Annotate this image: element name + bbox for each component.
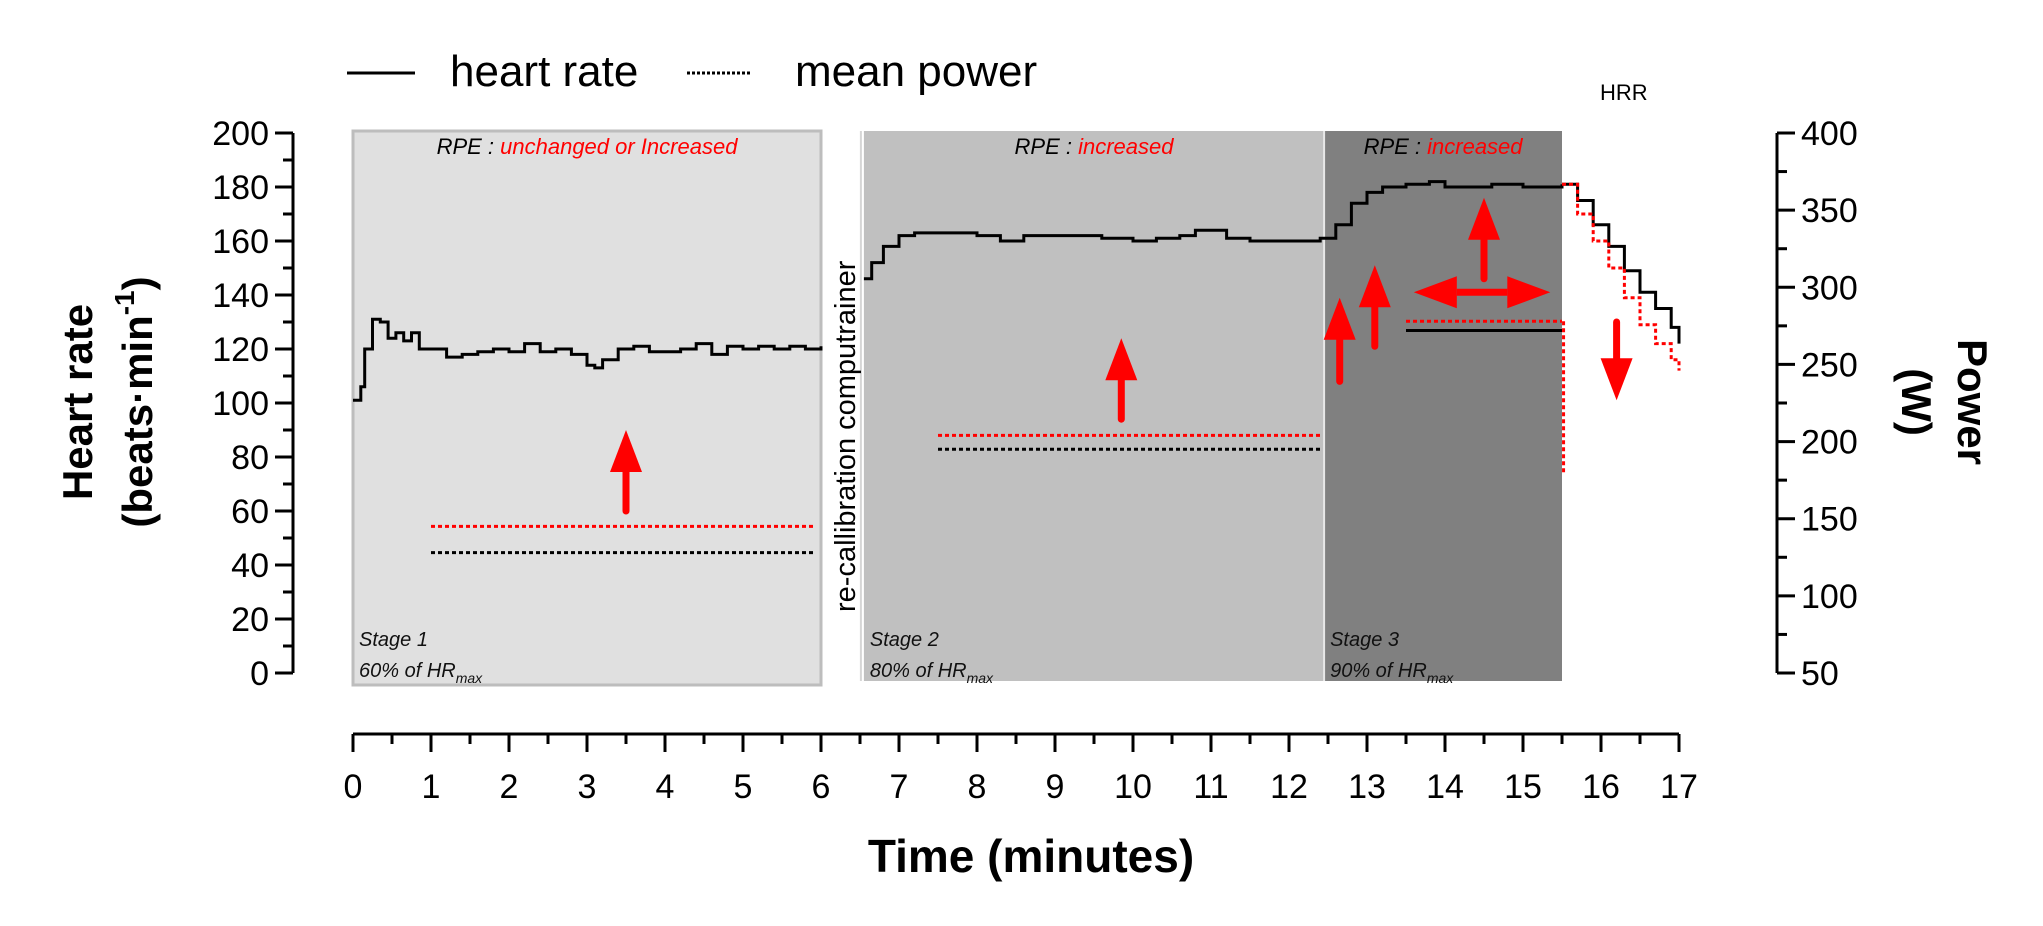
rpe-prefix: RPE : xyxy=(437,134,501,159)
left-axis-title: Heart rate (beats·min-1) xyxy=(54,276,161,527)
left-tick-label: 140 xyxy=(212,277,269,315)
x-tick-label: 14 xyxy=(1426,768,1464,806)
right-tick-label: 400 xyxy=(1801,115,1858,153)
right-tick-label: 350 xyxy=(1801,192,1858,230)
x-tick-label: 6 xyxy=(812,768,831,806)
left-tick-label: 160 xyxy=(212,223,269,261)
left-tick-label: 0 xyxy=(250,655,269,693)
stage-target-subscript: max xyxy=(967,670,994,686)
x-tick-label: 2 xyxy=(500,768,519,806)
left-axis-title-line1: Heart rate xyxy=(54,304,101,500)
arrow-down-7-head xyxy=(1600,358,1633,401)
left-tick-label: 180 xyxy=(212,169,269,207)
arrow-right-head xyxy=(1507,276,1551,309)
arrow-left-head xyxy=(1413,276,1457,309)
right-tick-label: 300 xyxy=(1801,269,1858,307)
stage-target-text: 60% of HR xyxy=(359,660,456,682)
rpe-value: increased xyxy=(1427,134,1523,159)
stage-1-name: Stage 1 xyxy=(359,629,428,651)
arrows-layer xyxy=(610,197,1633,515)
left-tick-label: 100 xyxy=(212,385,269,423)
arrow-up-5-head xyxy=(1468,197,1500,240)
left-tick-label: 40 xyxy=(231,547,269,585)
stage-2-rpe-label: RPE : increased xyxy=(1015,134,1175,159)
stage-1-background xyxy=(351,129,823,687)
right-axis-title-line2: (W) xyxy=(1893,368,1940,436)
x-tick-label: 17 xyxy=(1660,768,1698,806)
stage-3-rpe-label: RPE : increased xyxy=(1364,134,1524,159)
arrow-up-1-head xyxy=(610,430,642,472)
x-tick-label: 11 xyxy=(1193,768,1228,806)
right-axis-title-line1: Power xyxy=(1949,339,1996,465)
stage-1-rpe-label: RPE : unchanged or Increased xyxy=(437,134,739,159)
stage-1-target: 60% of HRmax xyxy=(359,660,483,686)
right-tick-label: 100 xyxy=(1801,578,1858,616)
rpe-prefix: RPE : xyxy=(1364,134,1428,159)
stage-2-target: 80% of HRmax xyxy=(870,660,994,686)
x-tick-label: 7 xyxy=(890,768,909,806)
x-tick-label: 4 xyxy=(656,768,675,806)
x-axis: 0 1 2 3 4 5 6 7 8 9 10 11 12 13 14 15 16 17 xyxy=(344,732,1698,806)
stage-target-text: 90% of HR xyxy=(1330,660,1427,682)
right-axis-title: Power (W) xyxy=(1893,339,1996,465)
left-tick-label: 20 xyxy=(231,601,269,639)
rpe-value: increased xyxy=(1078,134,1174,159)
x-axis-title: Time (minutes) xyxy=(868,830,1194,882)
x-tick-label: 8 xyxy=(968,768,987,806)
right-tick-label: 200 xyxy=(1801,424,1858,462)
stage-target-subscript: max xyxy=(1427,670,1454,686)
x-tick-label: 9 xyxy=(1046,768,1065,806)
x-tick-label: 0 xyxy=(344,768,363,806)
arrow-up-4-head xyxy=(1358,265,1391,308)
right-axis: 50 100 150 200 250 300 350 400 xyxy=(1775,115,1858,693)
left-tick-label: 80 xyxy=(231,439,269,477)
legend-mean-power-label: mean power xyxy=(795,47,1037,96)
x-tick-label: 13 xyxy=(1348,768,1386,806)
legend-heart-rate-label: heart rate xyxy=(450,47,638,96)
left-axis-unit: (beats·min xyxy=(114,315,161,527)
left-axis-unit-close: ) xyxy=(114,276,161,290)
arrow-up-2-head xyxy=(1105,338,1138,381)
stage-2-background xyxy=(863,131,1325,681)
series-heart-rate-segment-1 xyxy=(353,317,823,402)
x-tick-label: 12 xyxy=(1270,768,1308,806)
x-tick-label: 1 xyxy=(422,768,441,806)
right-tick-label: 250 xyxy=(1801,346,1858,384)
right-tick-label: 50 xyxy=(1801,655,1839,693)
recalibration-label: re-callibration computrainer xyxy=(830,260,862,612)
series-heart-rate-segment-2 xyxy=(863,180,1564,281)
left-axis: 0 20 40 60 80 100 120 140 160 180 200 xyxy=(212,115,295,693)
hrr-label: HRR xyxy=(1600,80,1648,105)
x-tick-label: 16 xyxy=(1582,768,1620,806)
left-tick-label: 120 xyxy=(212,331,269,369)
x-tick-label: 5 xyxy=(734,768,753,806)
right-tick-label: 150 xyxy=(1801,501,1858,539)
x-tick-label: 10 xyxy=(1114,768,1152,806)
x-tick-label: 15 xyxy=(1504,768,1542,806)
series-heart-rate-recovery-red--segment-1 xyxy=(1562,182,1681,371)
left-tick-label: 200 xyxy=(212,115,269,153)
left-tick-label: 60 xyxy=(231,493,269,531)
stage-2-name: Stage 2 xyxy=(870,629,939,651)
stage-3-target: 90% of HRmax xyxy=(1330,660,1454,686)
rpe-prefix: RPE : xyxy=(1015,134,1079,159)
stage-target-subscript: max xyxy=(456,670,483,686)
stage-target-text: 80% of HR xyxy=(870,660,967,682)
series-layer xyxy=(353,180,1681,555)
rpe-value: unchanged or Increased xyxy=(500,134,738,159)
series-heart-rate-segment-3 xyxy=(1562,182,1681,344)
left-axis-title-line2: (beats·min-1) xyxy=(109,276,161,527)
stage-3-background xyxy=(1324,131,1562,681)
arrow-up-3-head xyxy=(1323,297,1356,340)
left-axis-unit-sup: -1 xyxy=(109,290,140,315)
x-tick-label: 3 xyxy=(578,768,597,806)
stage-3-name: Stage 3 xyxy=(1330,629,1399,651)
legend: heart rate mean power xyxy=(347,47,1037,96)
stages: RPE : unchanged or Increased Stage 1 60% o… xyxy=(351,129,1562,687)
